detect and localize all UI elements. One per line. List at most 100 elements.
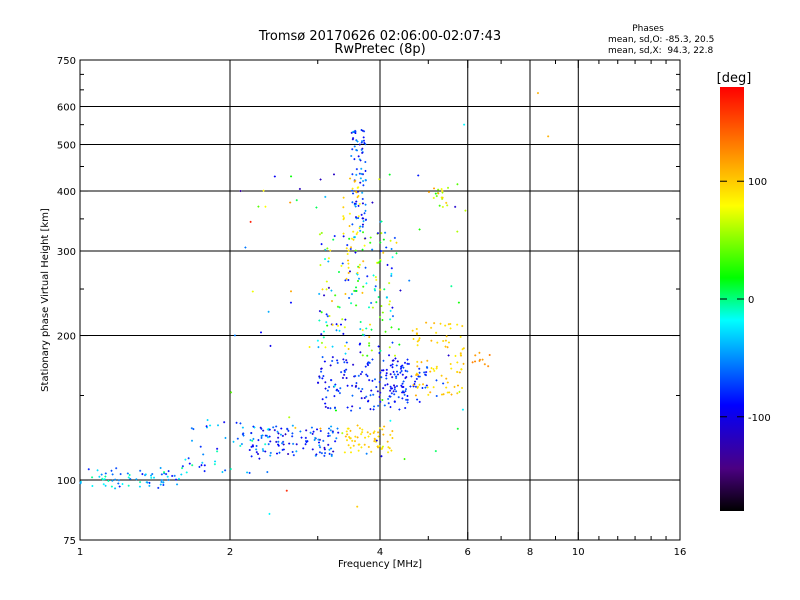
data-point <box>318 310 321 313</box>
data-point <box>331 345 334 348</box>
data-point <box>394 357 397 360</box>
data-point <box>432 386 435 389</box>
data-point <box>376 445 379 448</box>
data-point <box>259 331 262 334</box>
data-point <box>377 404 380 407</box>
data-point <box>329 379 332 382</box>
data-point <box>330 289 333 292</box>
chart-title: Tromsø 20170626 02:06:00-02:07:43 <box>258 29 501 44</box>
data-point <box>224 469 227 472</box>
data-point <box>375 278 378 281</box>
data-point <box>456 361 459 364</box>
data-point <box>216 447 219 450</box>
data-point <box>347 427 350 430</box>
data-point <box>353 236 356 239</box>
data-point <box>370 328 373 331</box>
data-point <box>330 453 333 456</box>
data-point <box>364 436 367 439</box>
data-point <box>391 363 394 366</box>
data-point <box>391 437 394 440</box>
data-point <box>365 282 368 285</box>
data-point <box>345 341 348 344</box>
data-point <box>536 92 539 95</box>
data-point <box>460 368 463 371</box>
data-point <box>209 424 212 427</box>
data-point <box>367 306 370 309</box>
data-point <box>327 432 330 435</box>
data-point <box>378 427 381 430</box>
data-point <box>224 436 227 439</box>
data-point <box>289 301 292 304</box>
data-point <box>401 391 404 394</box>
data-point <box>418 371 421 374</box>
data-point <box>383 404 386 407</box>
data-point <box>359 342 362 345</box>
data-point <box>302 447 305 450</box>
data-point <box>393 373 396 376</box>
data-point <box>430 326 433 329</box>
data-point <box>318 441 321 444</box>
data-point <box>364 209 367 212</box>
data-point <box>101 477 104 480</box>
data-point <box>329 364 332 367</box>
data-point <box>350 409 353 412</box>
data-point <box>287 429 290 432</box>
data-point <box>362 180 365 183</box>
data-point <box>361 370 364 373</box>
data-point <box>343 451 346 454</box>
data-point <box>258 457 261 460</box>
data-point <box>173 474 176 477</box>
data-point <box>449 363 452 366</box>
data-point <box>291 450 294 453</box>
data-point <box>449 327 452 330</box>
data-point <box>380 376 383 379</box>
data-point <box>392 359 395 362</box>
data-point <box>232 440 235 443</box>
data-point <box>360 397 363 400</box>
data-point <box>366 431 369 434</box>
data-point <box>191 439 194 442</box>
data-point <box>251 439 254 442</box>
data-point <box>355 200 358 203</box>
data-point <box>365 327 368 330</box>
data-point <box>288 442 291 445</box>
data-point <box>373 405 376 408</box>
data-point <box>393 236 396 239</box>
data-point <box>317 381 320 384</box>
data-point <box>456 392 459 395</box>
data-point <box>320 311 323 314</box>
data-point <box>341 432 344 435</box>
data-point <box>121 483 124 486</box>
data-point <box>401 373 404 376</box>
data-point <box>233 334 236 337</box>
data-point <box>359 181 362 184</box>
data-point <box>322 330 325 333</box>
data-point <box>344 344 347 347</box>
data-point <box>311 448 314 451</box>
data-point <box>273 175 276 178</box>
data-point <box>365 452 368 455</box>
data-point <box>361 354 364 357</box>
data-point <box>139 481 142 484</box>
data-point <box>345 430 348 433</box>
data-point <box>547 135 550 138</box>
data-point <box>379 260 382 263</box>
data-point <box>432 196 435 199</box>
data-point <box>406 370 409 373</box>
data-point <box>262 449 265 452</box>
data-point <box>347 249 350 252</box>
y-tick-label: 300 <box>57 247 76 258</box>
data-point <box>415 377 418 380</box>
data-point <box>369 241 372 244</box>
data-point <box>239 444 242 447</box>
data-point <box>365 373 368 376</box>
data-point <box>415 374 418 377</box>
x-tick-label: 8 <box>527 547 533 558</box>
data-point <box>412 337 415 340</box>
data-point <box>157 486 160 489</box>
data-point <box>104 484 107 487</box>
data-point <box>355 286 358 289</box>
data-point <box>454 205 457 208</box>
data-point <box>150 474 153 477</box>
data-point <box>305 429 308 432</box>
